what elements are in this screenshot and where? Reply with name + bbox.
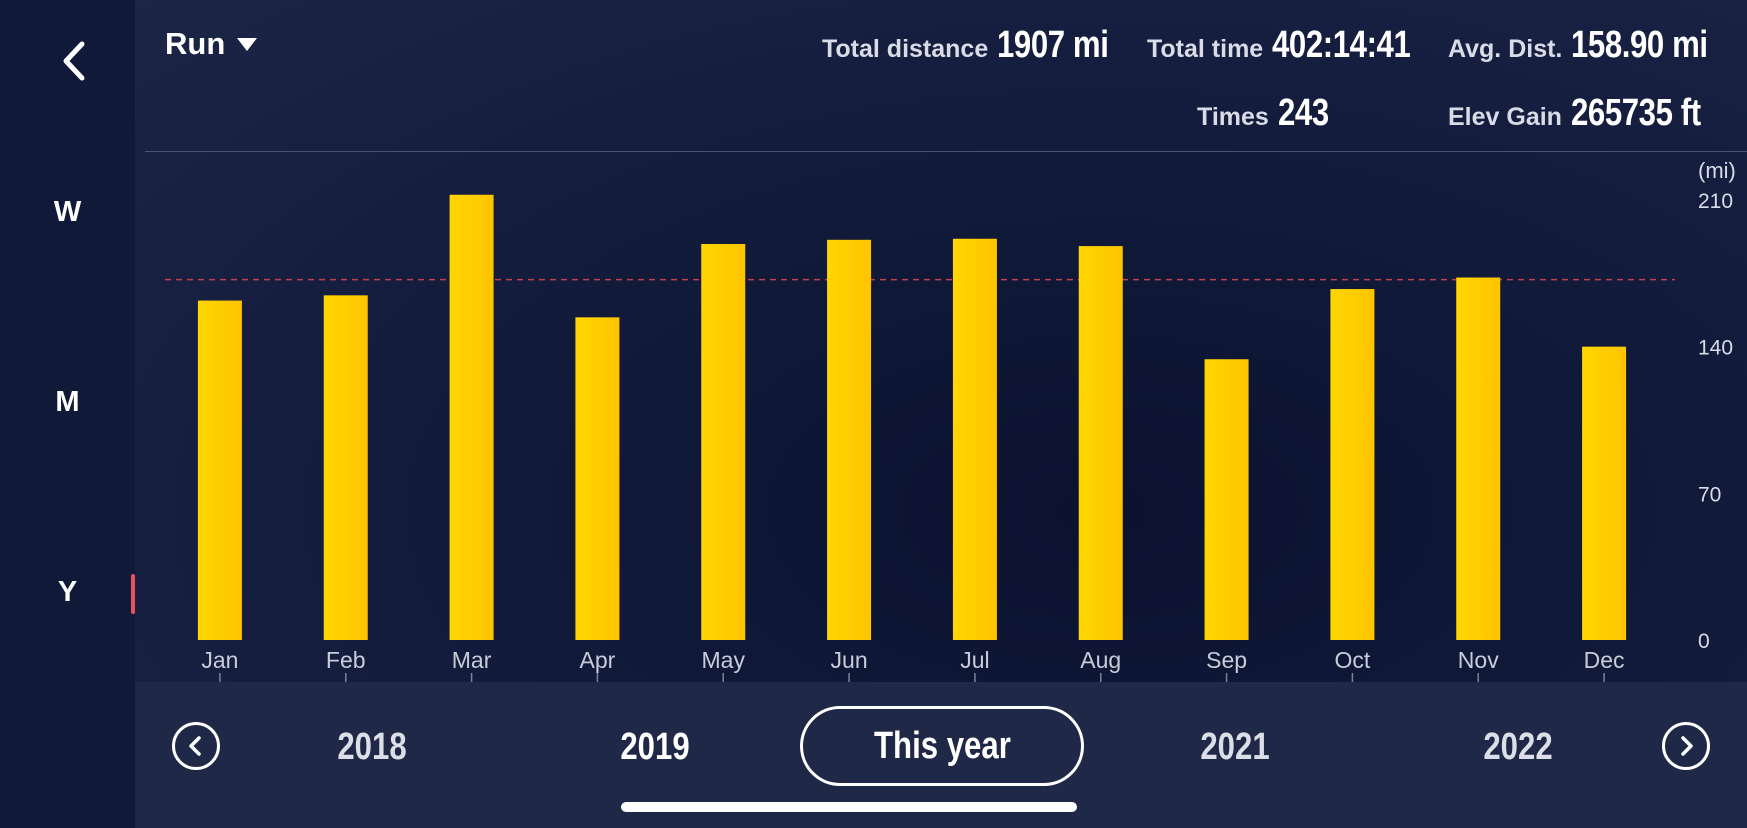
chart-panel: Run Total distance 1907 mi Total time 40… bbox=[135, 0, 1747, 682]
x-tick-label: Jun bbox=[831, 647, 868, 673]
year-2021[interactable]: 2021 bbox=[1200, 726, 1270, 768]
stat-value: 265735 ft bbox=[1570, 92, 1701, 134]
header-divider bbox=[145, 151, 1747, 152]
stat-value: 402:14:41 bbox=[1272, 24, 1411, 66]
stat-value: 158.90 mi bbox=[1571, 24, 1709, 66]
bar-apr bbox=[575, 317, 620, 640]
bar-jul bbox=[952, 238, 997, 640]
year-2022[interactable]: 2022 bbox=[1483, 726, 1553, 768]
sport-label: Run bbox=[165, 26, 226, 61]
x-tick-label: Sep bbox=[1206, 647, 1247, 673]
stat-label: Total time bbox=[1147, 35, 1264, 63]
chevron-right-icon bbox=[1681, 736, 1693, 756]
stat-avg-dist: Avg. Dist. 158.90 mi bbox=[1448, 24, 1738, 67]
bar-nov bbox=[1456, 277, 1501, 640]
stat-label: Times bbox=[1197, 103, 1269, 131]
bar-jun bbox=[827, 239, 872, 641]
year-2019[interactable]: 2019 bbox=[620, 726, 690, 768]
stat-label: Elev Gain bbox=[1448, 103, 1562, 131]
x-tick-label: Dec bbox=[1584, 647, 1625, 673]
period-week-tab[interactable]: W bbox=[53, 196, 82, 228]
y-tick-label: 140 bbox=[1698, 337, 1733, 360]
stat-value: 1907 mi bbox=[997, 24, 1109, 66]
bar-jan bbox=[197, 300, 242, 640]
y-tick-label: 0 bbox=[1698, 630, 1710, 653]
chevron-left-icon bbox=[189, 736, 201, 756]
x-tick-label: Oct bbox=[1335, 647, 1371, 673]
x-tick-label: Nov bbox=[1458, 647, 1499, 673]
stat-elev-gain: Elev Gain 265735 ft bbox=[1448, 92, 1729, 135]
bar-feb bbox=[323, 295, 368, 640]
y-tick-label: 70 bbox=[1698, 483, 1721, 506]
bar-may bbox=[701, 244, 746, 640]
bar-aug bbox=[1078, 246, 1123, 640]
stat-value: 243 bbox=[1277, 92, 1329, 134]
stat-label: Avg. Dist. bbox=[1448, 35, 1563, 63]
x-tick-label: Jan bbox=[201, 647, 238, 673]
stat-label: Total distance bbox=[822, 35, 989, 63]
monthly-distance-chart: Jan Feb Mar Apr May Jun Jul Aug Sep Oct Nov Dec (mi)… bbox=[165, 158, 1736, 682]
period-year-tab[interactable]: Y bbox=[57, 576, 78, 608]
stat-total-time: Total time 402:14:41 bbox=[1147, 24, 1441, 67]
bar-dec bbox=[1582, 346, 1627, 640]
y-tick-label: 210 bbox=[1698, 190, 1733, 213]
period-rail: W M Y bbox=[0, 0, 135, 828]
x-tick-label: May bbox=[702, 647, 746, 673]
x-tick-label: Feb bbox=[326, 647, 366, 673]
next-year-button[interactable] bbox=[1662, 722, 1710, 770]
period-month-tab[interactable]: M bbox=[55, 386, 80, 418]
year-this-year-label: This year bbox=[873, 724, 1011, 767]
caret-down-icon bbox=[237, 37, 258, 51]
x-tick-label: Mar bbox=[452, 647, 492, 673]
bar-sep bbox=[1204, 359, 1249, 640]
x-tick-label: Jul bbox=[960, 647, 989, 673]
back-button[interactable] bbox=[48, 36, 98, 86]
year-navigation: 2018 2019 This year 2021 2022 bbox=[135, 682, 1747, 828]
previous-year-button[interactable] bbox=[172, 722, 220, 770]
stat-total-distance: Total distance 1907 mi bbox=[822, 24, 1133, 67]
year-this-year-selected[interactable]: This year bbox=[800, 706, 1084, 786]
x-tick-label: Apr bbox=[580, 647, 616, 673]
chevron-left-icon bbox=[63, 41, 85, 81]
home-indicator bbox=[621, 802, 1077, 812]
stat-times: Times 243 bbox=[1197, 92, 1340, 135]
sport-dropdown[interactable]: Run bbox=[165, 26, 258, 62]
bar-mar bbox=[449, 194, 494, 640]
year-2018[interactable]: 2018 bbox=[337, 726, 407, 768]
active-period-indicator bbox=[131, 574, 135, 614]
y-axis-unit-label: (mi) bbox=[1698, 158, 1736, 183]
bar-oct bbox=[1330, 289, 1375, 640]
x-tick-label: Aug bbox=[1080, 647, 1121, 673]
